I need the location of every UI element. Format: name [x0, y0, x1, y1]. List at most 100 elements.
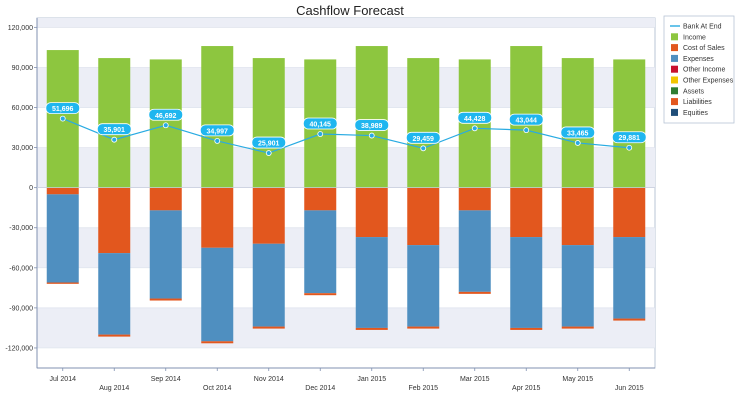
bar-liabilities: [46, 282, 79, 284]
bar-expenses: [510, 237, 543, 328]
line-point: [111, 136, 118, 143]
line-series-group: 51,696 35,901 46,692 34,997 25,901 40,145 38,9…: [45, 102, 647, 156]
x-tick-label: Dec 2014: [305, 385, 335, 392]
y-tick-label: -60,000: [9, 265, 33, 272]
legend-label: Income: [683, 34, 706, 41]
y-tick-label: 0: [29, 185, 33, 192]
legend-label: Liabilities: [683, 99, 712, 106]
bar-liabilities: [355, 327, 388, 330]
y-tick-label: -30,000: [9, 225, 33, 232]
y-tick-label: -120,000: [5, 345, 33, 352]
bank-at-end-line: [62, 118, 630, 154]
data-label-box: [354, 119, 390, 131]
legend-label: Other Expenses: [683, 78, 734, 85]
bar-income: [355, 46, 388, 188]
legend-label: Cost of Sales: [683, 45, 725, 52]
bar-cost-of-sales: [252, 187, 285, 244]
line-point: [368, 132, 375, 139]
data-label-box: [560, 126, 596, 139]
x-tick-label: Feb 2015: [408, 385, 438, 392]
line-point: [523, 127, 530, 134]
line-point: [265, 150, 272, 156]
x-tick-label: Mar 2015: [460, 376, 490, 383]
bar-expenses: [98, 253, 131, 335]
y-tick-label: -90,000: [9, 305, 33, 312]
x-tick-label: Jun 2015: [615, 385, 644, 392]
bar-liabilities: [201, 341, 234, 344]
line-point: [317, 131, 324, 137]
legend: Bank At End Income Cost of Sales Expenses Ot…: [663, 15, 735, 124]
bar-liabilities: [304, 293, 337, 296]
x-tick-label: Aug 2014: [99, 385, 129, 392]
bar-cost-of-sales: [407, 187, 440, 246]
grid-band: [37, 307, 655, 348]
legend-swatch: [671, 87, 678, 95]
bar-cost-of-sales: [201, 187, 234, 248]
x-tick-label: Jul 2014: [50, 376, 77, 383]
legend-swatch: [671, 108, 678, 116]
bar-expenses: [201, 247, 234, 342]
data-label-box: [508, 113, 544, 126]
bar-liabilities: [252, 326, 285, 329]
bar-liabilities: [98, 334, 131, 337]
data-label-box: [302, 117, 338, 130]
data-label-box: [251, 136, 287, 149]
legend-swatch: [671, 76, 678, 84]
bar-expenses: [46, 194, 79, 283]
x-tick-label: Jan 2015: [357, 376, 386, 383]
grid-band: [37, 147, 655, 188]
bar-income: [252, 58, 285, 188]
bar-income: [561, 58, 594, 188]
legend-label: Other Income: [683, 67, 726, 74]
bar-cost-of-sales: [510, 187, 543, 238]
legend-swatch: [671, 65, 678, 73]
data-label: 51,696: [52, 106, 74, 113]
data-label: 43,044: [516, 118, 538, 125]
bar-cost-of-sales: [98, 187, 131, 254]
plot-background: [36, 17, 656, 369]
legend-label: Assets: [683, 88, 705, 95]
line-point: [420, 145, 427, 152]
bar-liabilities: [407, 326, 440, 329]
data-label: 25,901: [258, 141, 280, 148]
bar-liabilities: [458, 291, 491, 294]
bar-liabilities: [613, 318, 646, 321]
bar-expenses: [458, 210, 491, 292]
bar-expenses: [613, 237, 646, 319]
x-tick-label: Oct 2014: [203, 385, 232, 392]
x-axis: Jul 2014 Aug 2014 Sep 2014 Oct 2014 Nov 2014…: [37, 367, 655, 392]
y-axis: 120,000 90,000 60,000 30,000 0 -30,000 -60,000…: [5, 18, 38, 368]
legend-label: Equities: [683, 110, 708, 117]
legend-label: Expenses: [683, 56, 714, 63]
data-label: 35,901: [104, 127, 126, 134]
line-point: [214, 138, 221, 144]
legend-swatch: [671, 44, 678, 52]
line-point: [574, 140, 581, 146]
legend-swatch: [671, 33, 678, 41]
bar-cost-of-sales: [46, 187, 79, 195]
bar-income: [613, 59, 646, 188]
data-label: 29,881: [619, 135, 641, 142]
bar-liabilities: [561, 326, 594, 329]
data-label-box: [148, 108, 184, 121]
data-label-box: [45, 102, 81, 114]
bar-income: [201, 46, 234, 188]
line-point: [471, 125, 478, 132]
legend-label: Bank At End: [683, 24, 722, 31]
data-label: 29,459: [413, 136, 435, 143]
chart-title: Cashflow Forecast: [296, 3, 404, 18]
x-tick-label: Nov 2014: [254, 376, 284, 383]
data-label-box: [457, 111, 493, 124]
data-label-box: [611, 131, 647, 144]
bar-expenses: [149, 210, 182, 299]
data-label-box: [199, 124, 235, 137]
x-tick-label: Apr 2015: [512, 385, 541, 392]
data-label-box: [96, 123, 132, 136]
grid-band: [37, 227, 655, 268]
legend-swatch: [671, 98, 678, 106]
line-point: [626, 144, 633, 151]
data-label: 44,428: [464, 116, 486, 123]
bar-liabilities: [510, 327, 543, 330]
